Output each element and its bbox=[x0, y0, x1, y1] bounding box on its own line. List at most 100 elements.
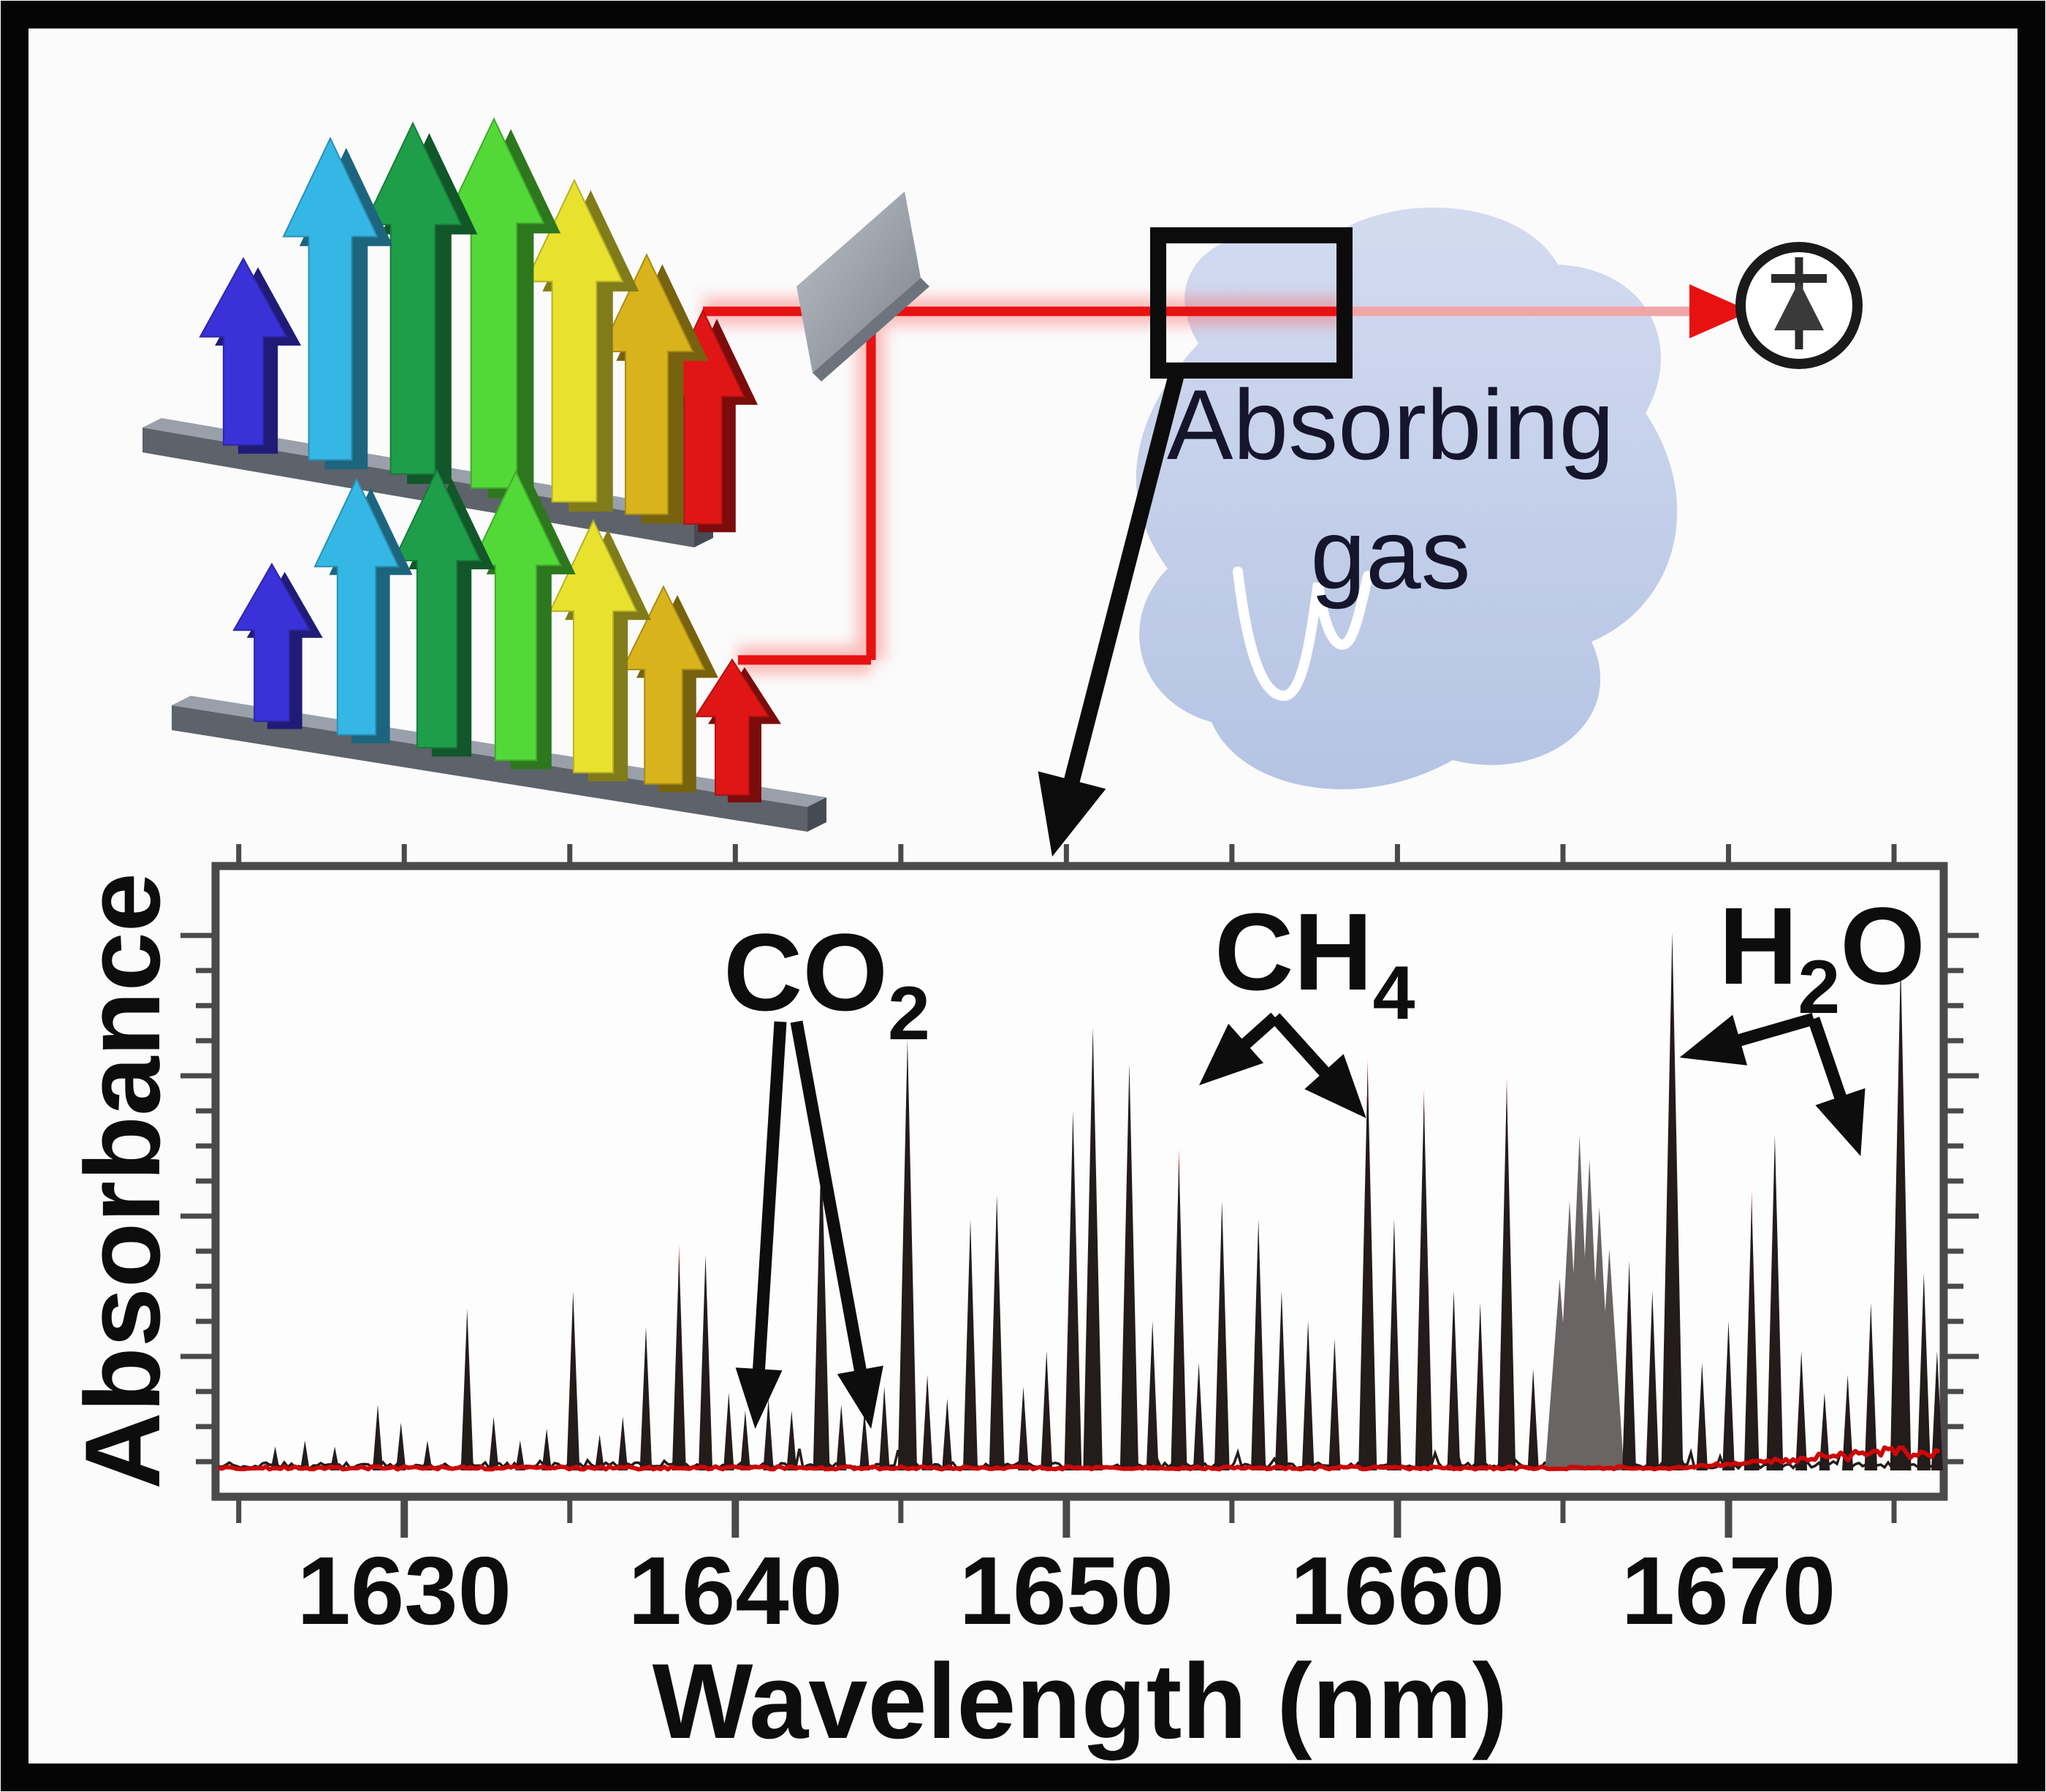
spectrum-peak bbox=[989, 1195, 1005, 1470]
x-axis-label: Wavelength (nm) bbox=[653, 1641, 1508, 1761]
spectrum-peak bbox=[1917, 1272, 1931, 1470]
y-axis-label: Absorbance bbox=[63, 873, 182, 1489]
absorbing-gas-label-line1: Absorbing bbox=[1167, 369, 1614, 480]
spectrum-peak bbox=[786, 1411, 797, 1470]
spectrum-peak bbox=[460, 1308, 474, 1470]
spectrum-peak bbox=[672, 1255, 686, 1470]
spectrum-peak bbox=[699, 1255, 713, 1470]
spectrum-peak bbox=[1041, 1351, 1053, 1470]
x-tick-label: 1670 bbox=[1621, 1537, 1836, 1644]
comb-arrow bbox=[282, 136, 379, 461]
spectrum-peak bbox=[1795, 1351, 1808, 1470]
spectrum-peak bbox=[566, 1291, 580, 1470]
absorption-dips-curve bbox=[1233, 566, 1373, 702]
beam-arrowhead-icon bbox=[1689, 284, 1751, 338]
spectrum-peak bbox=[300, 1440, 310, 1470]
spectrum-peak bbox=[639, 1326, 653, 1470]
absorbance-spectrum-plot: 1630 1640 1650 1660 1670 CO2 CH4 H2O Absorba… bbox=[63, 844, 1979, 1761]
gas-cell-to-spectrum-arrow bbox=[1038, 367, 1186, 857]
gas-cloud-shape bbox=[1136, 208, 1678, 789]
spectrum-peak bbox=[1251, 1219, 1266, 1470]
comb-rail bbox=[172, 705, 807, 832]
spectrum-peak bbox=[1358, 1069, 1377, 1470]
spectrum-peak bbox=[1301, 1321, 1315, 1470]
spectrum-peak bbox=[1119, 1063, 1139, 1470]
spectrum-peak bbox=[897, 1039, 917, 1470]
spectrum-peak bbox=[1527, 1368, 1539, 1470]
spectrum-peak bbox=[1766, 1135, 1784, 1470]
laser-beam bbox=[703, 284, 1751, 675]
spectrum-peak bbox=[1328, 1338, 1341, 1470]
comb-arrow bbox=[313, 477, 400, 736]
gas-cell-rectangle-icon bbox=[1150, 227, 1353, 379]
spectrum-peak bbox=[1193, 1362, 1205, 1470]
beam-splitter-edge bbox=[813, 278, 929, 381]
spectrum-peak bbox=[372, 1404, 384, 1470]
spectrum-peak bbox=[763, 1398, 774, 1470]
spectrum-peak bbox=[739, 1411, 750, 1470]
spectrum-peak bbox=[1594, 1249, 1624, 1470]
x-tick-label: 1660 bbox=[1290, 1537, 1505, 1644]
spectrum-peak bbox=[1743, 1201, 1760, 1470]
photodetector-icon bbox=[1735, 242, 1863, 369]
spectrum-peak bbox=[617, 1416, 628, 1470]
spectrum-peak bbox=[1661, 931, 1684, 1470]
spectrum-peak bbox=[921, 1375, 933, 1470]
spectrum-peak bbox=[488, 1416, 499, 1470]
spectrum-peak bbox=[723, 1392, 734, 1470]
spectrum-peak bbox=[813, 1141, 830, 1470]
spectrum-peak bbox=[942, 1398, 953, 1470]
comb-rail bbox=[142, 428, 694, 547]
spectrum-peak bbox=[1864, 1302, 1878, 1470]
spectrum-peak bbox=[1447, 1291, 1461, 1470]
comb-rail-end bbox=[807, 797, 826, 832]
residual-trace-red bbox=[218, 1445, 1941, 1472]
spectrum-peak bbox=[1890, 961, 1912, 1470]
beam-splitter-icon bbox=[796, 191, 929, 381]
spectrum-peak bbox=[422, 1440, 433, 1470]
spectrum-peak bbox=[836, 1404, 847, 1470]
spectrum-peak bbox=[595, 1434, 605, 1470]
x-tick-labels: 1630 1640 1650 1660 1670 bbox=[297, 1537, 1836, 1644]
x-tick-label: 1650 bbox=[959, 1537, 1174, 1644]
absorbing-gas-label-line2: gas bbox=[1310, 498, 1470, 610]
spectrum-peak bbox=[515, 1440, 525, 1470]
spectrum-peak bbox=[1842, 1375, 1854, 1470]
frequency-comb-lower bbox=[172, 468, 826, 832]
ch4-annotation-label: CH4 bbox=[1214, 890, 1415, 1036]
x-tick-label: 1640 bbox=[628, 1537, 843, 1644]
absorbing-gas-cloud: Absorbing gas bbox=[1136, 208, 1678, 789]
comb-arrow bbox=[199, 257, 288, 446]
spectrum-peak bbox=[1646, 1291, 1659, 1470]
spectrum-peak bbox=[541, 1428, 552, 1470]
species-annotations: CO2 CH4 H2O bbox=[723, 884, 1925, 1429]
spectrum-peak bbox=[1497, 1087, 1516, 1470]
axis-ticks bbox=[180, 844, 1979, 1538]
spectrum-peak bbox=[878, 1386, 890, 1470]
x-tick-label: 1630 bbox=[297, 1537, 512, 1644]
spectrum-peak bbox=[1386, 1219, 1402, 1470]
beam-splitter-plate bbox=[796, 191, 921, 373]
spectrum-peak bbox=[1931, 1351, 1943, 1470]
spectrum-peak bbox=[859, 1411, 870, 1470]
h2o-annotation-label: H2O bbox=[1719, 884, 1925, 1030]
dual-frequency-combs bbox=[142, 117, 826, 832]
spectrum-peak bbox=[395, 1422, 406, 1470]
photodiode-triangle bbox=[1774, 281, 1824, 330]
spectrum-peak bbox=[1083, 1027, 1103, 1470]
spectrum-peak bbox=[1018, 1386, 1029, 1470]
spectrum-peak bbox=[1064, 1111, 1082, 1470]
spectrum-peak bbox=[330, 1446, 340, 1470]
spectrum-peak bbox=[1214, 1201, 1230, 1470]
co2-annotation-label: CO2 bbox=[723, 911, 930, 1056]
spectrum-peak bbox=[1819, 1392, 1830, 1470]
annotation-arrows bbox=[735, 1012, 1866, 1429]
spectrum-peak bbox=[1622, 1261, 1636, 1470]
spectrum-peak bbox=[1171, 1159, 1187, 1470]
spectrum-trace bbox=[218, 931, 1943, 1472]
gas-cell-outline bbox=[1150, 227, 1353, 379]
comb-arrow bbox=[232, 562, 311, 722]
comb-arrow bbox=[694, 658, 770, 796]
